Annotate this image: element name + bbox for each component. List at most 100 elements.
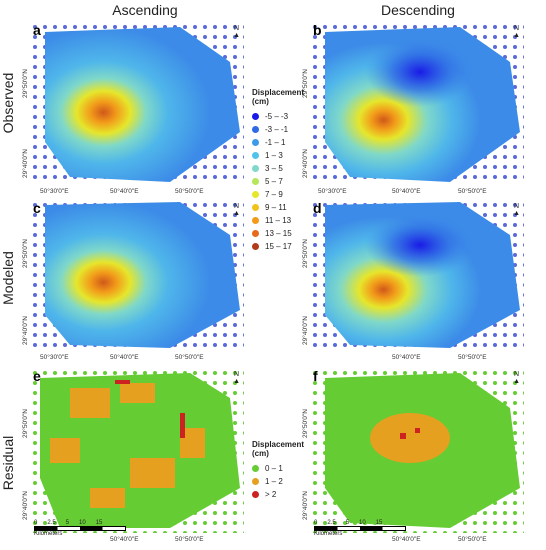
coord-lat-50-f: 29°50'0"N: [302, 409, 309, 438]
legend-label: 1 – 3: [265, 151, 283, 160]
north-arrow-icon: N ▲: [233, 25, 240, 39]
residual-legend: Displacement (cm) 0 – 1 1 – 2 > 2: [252, 440, 310, 501]
coord-lon-50-top: 50°50'0"E: [175, 188, 204, 195]
north-arrow-icon: N ▲: [513, 371, 520, 385]
coord-lon-40-bot-b: 50°40'0"E: [392, 536, 421, 543]
legend-swatch: [252, 191, 259, 198]
legend-title: Displacement: [252, 440, 305, 449]
scalebar-tick: 10: [79, 520, 86, 526]
map-b-graphic: [310, 22, 524, 185]
scalebar-f: 0 2.5 5 10 15 Kilometers: [314, 520, 434, 537]
legend-swatch: [252, 478, 259, 485]
legend-item: 13 – 15: [252, 227, 310, 240]
legend-label: -5 – -3: [265, 112, 289, 121]
panel-letter-f: f: [313, 368, 318, 384]
coord-lon-40-bot: 50°40'0"E: [110, 536, 139, 543]
legend-label: > 2: [265, 490, 277, 499]
panel-letter-e: e: [33, 368, 41, 384]
coord-lon-40-mid: 50°40'0"E: [110, 354, 139, 361]
coord-lat-40-a: 29°40'0"N: [22, 149, 29, 178]
legend-item: 9 – 11: [252, 201, 310, 214]
map-panel-b: b N ▲: [310, 22, 524, 185]
scalebar-tick: 0: [34, 520, 38, 526]
legend-swatch: [252, 465, 259, 472]
legend-label: 11 – 13: [265, 216, 292, 225]
coord-lon-50-top-b: 50°50'0"E: [458, 188, 487, 195]
legend-item: > 2: [252, 488, 310, 501]
coord-lon-30-top-b: 50°30'0"E: [318, 188, 347, 195]
map-panel-f: f N ▲: [310, 368, 524, 533]
scalebar-tick: 15: [375, 520, 383, 526]
legend-unit: (cm): [252, 97, 269, 106]
coord-lon-30-top: 50°30'0"E: [40, 188, 69, 195]
north-arrow-icon: N ▲: [513, 25, 520, 39]
legend-item: 3 – 5: [252, 162, 310, 175]
legend-swatch: [252, 230, 259, 237]
coord-lat-50-c: 29°50'0"N: [22, 239, 29, 268]
scalebar-tick: 0: [314, 520, 318, 526]
legend-label: 0 – 1: [265, 464, 283, 473]
legend-item: 0 – 1: [252, 462, 310, 475]
row-label-residual: Residual: [0, 435, 16, 491]
scalebar-tick: 2.5: [47, 520, 56, 526]
coord-lon-50-mid: 50°50'0"E: [175, 354, 204, 361]
coord-lon-50-bot-b: 50°50'0"E: [458, 536, 487, 543]
panel-letter-a: a: [33, 22, 41, 38]
legend-items: 0 – 1 1 – 2 > 2: [252, 462, 310, 501]
legend-swatch: [252, 243, 259, 250]
coord-lat-40-e: 29°40'0"N: [22, 491, 29, 520]
map-panel-e: e N ▲: [30, 368, 244, 533]
north-arrow-icon: N ▲: [513, 203, 520, 217]
coord-lat-50-e: 29°50'0"N: [22, 409, 29, 438]
scalebar-tick: 10: [359, 520, 366, 526]
legend-swatch: [252, 217, 259, 224]
scalebar-unit: Kilometers: [314, 531, 343, 537]
panel-letter-d: d: [313, 200, 322, 216]
map-e-graphic: [30, 368, 244, 533]
map-f-graphic: [310, 368, 524, 533]
legend-swatch: [252, 165, 259, 172]
scalebar-tick: 5: [65, 520, 70, 526]
legend-swatch: [252, 204, 259, 211]
legend-item: -5 – -3: [252, 110, 310, 123]
legend-label: 15 – 17: [265, 242, 292, 251]
legend-item: 5 – 7: [252, 175, 310, 188]
legend-swatch: [252, 491, 259, 498]
panel-letter-b: b: [313, 22, 322, 38]
row-label-modeled: Modeled: [0, 251, 16, 305]
map-d-graphic: [310, 200, 524, 350]
legend-label: 5 – 7: [265, 177, 283, 186]
coord-lon-50-mid-b: 50°50'0"E: [458, 354, 487, 361]
panel-letter-c: c: [33, 200, 41, 216]
legend-unit: (cm): [252, 449, 269, 458]
coord-lon-40-mid-b: 50°40'0"E: [392, 354, 421, 361]
coord-lon-40-top-b: 50°40'0"E: [392, 188, 421, 195]
legend-swatch: [252, 178, 259, 185]
legend-label: 13 – 15: [265, 229, 292, 238]
legend-swatch: [252, 126, 259, 133]
north-arrow-icon: N ▲: [233, 203, 240, 217]
north-arrow-icon: N ▲: [233, 371, 240, 385]
coord-lat-40-d: 29°40'0"N: [302, 316, 309, 345]
coord-lon-40-top: 50°40'0"E: [110, 188, 139, 195]
coord-lon-50-bot: 50°50'0"E: [175, 536, 204, 543]
legend-swatch: [252, 139, 259, 146]
legend-swatch: [252, 113, 259, 120]
scalebar-unit: Kilometers: [34, 531, 63, 537]
legend-item: -1 – 1: [252, 136, 310, 149]
legend-item: 11 – 13: [252, 214, 310, 227]
legend-item: -3 – -1: [252, 123, 310, 136]
legend-label: 1 – 2: [265, 477, 283, 486]
legend-label: -1 – 1: [265, 138, 286, 147]
scalebar-tick: 15: [95, 520, 103, 526]
header-ascending: Ascending: [112, 2, 178, 18]
legend-item: 15 – 17: [252, 240, 310, 253]
legend-label: 3 – 5: [265, 164, 283, 173]
coord-lat-50-a: 29°50'0"N: [22, 69, 29, 98]
legend-item: 1 – 2: [252, 475, 310, 488]
header-descending: Descending: [381, 2, 455, 18]
map-c-graphic: [30, 200, 244, 350]
displacement-legend: Displacement (cm) -5 – -3 -3 – -1 -1 – 1 1 …: [252, 88, 310, 253]
legend-label: -3 – -1: [265, 125, 289, 134]
coord-lon-30-mid: 50°30'0"E: [40, 354, 69, 361]
